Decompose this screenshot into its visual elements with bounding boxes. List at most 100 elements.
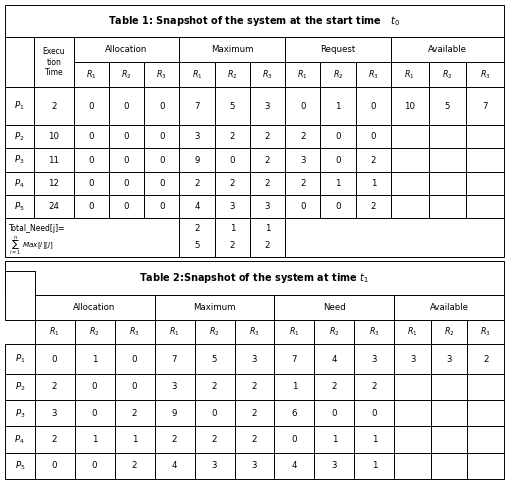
Text: Maximum: Maximum [193, 303, 236, 312]
Bar [391, 125, 429, 149]
Text: 4: 4 [332, 355, 337, 363]
Text: $R_3$: $R_3$ [262, 68, 273, 81]
Bar [115, 345, 155, 374]
Text: 1: 1 [230, 224, 235, 233]
Bar [144, 195, 180, 218]
Text: $P_1$: $P_1$ [14, 100, 25, 112]
Bar [34, 125, 74, 149]
Bar [391, 37, 504, 62]
Bar [144, 62, 180, 87]
Text: 0: 0 [92, 409, 97, 418]
Bar [285, 37, 391, 62]
Bar [235, 426, 274, 453]
Text: 3: 3 [230, 202, 235, 211]
Bar [74, 320, 115, 345]
Text: 0: 0 [159, 155, 164, 165]
Text: 2: 2 [371, 202, 376, 211]
Text: 0: 0 [89, 179, 94, 188]
Bar [315, 320, 354, 345]
Bar [466, 195, 504, 218]
Bar [5, 374, 35, 400]
Bar [180, 37, 285, 62]
Text: 2: 2 [132, 461, 137, 470]
Bar [34, 37, 74, 87]
Text: Available: Available [430, 303, 469, 312]
Text: $P_2$: $P_2$ [14, 131, 25, 143]
Text: 0: 0 [124, 202, 129, 211]
Bar [391, 149, 429, 172]
Text: 2: 2 [332, 382, 337, 392]
Text: $P_3$: $P_3$ [15, 407, 25, 420]
Text: 5: 5 [212, 355, 217, 363]
Text: 0: 0 [52, 355, 57, 363]
Bar [429, 87, 466, 125]
Text: $R_3$: $R_3$ [249, 326, 260, 338]
Bar [144, 172, 180, 195]
Text: $P_2$: $P_2$ [15, 381, 25, 393]
Text: 11: 11 [48, 155, 60, 165]
Bar [394, 345, 431, 374]
Text: 3: 3 [332, 461, 337, 470]
Bar [429, 172, 466, 195]
Text: 0: 0 [124, 133, 129, 141]
Bar [35, 295, 155, 320]
Bar [321, 195, 356, 218]
Text: Need: Need [323, 303, 346, 312]
Bar [285, 87, 321, 125]
Text: $R_1$: $R_1$ [289, 326, 300, 338]
Bar [109, 149, 144, 172]
Text: 1: 1 [92, 355, 97, 363]
Bar [235, 453, 274, 479]
Text: 2: 2 [212, 382, 217, 392]
Bar [194, 374, 235, 400]
Bar [356, 125, 391, 149]
Bar [250, 87, 285, 125]
Bar [215, 218, 250, 257]
Text: 24: 24 [48, 202, 60, 211]
Text: 6: 6 [292, 409, 297, 418]
Bar [321, 87, 356, 125]
Bar [431, 426, 467, 453]
Text: 0: 0 [124, 102, 129, 111]
Bar [180, 195, 215, 218]
Text: $R_2$: $R_2$ [333, 68, 344, 81]
Bar [5, 125, 34, 149]
Text: 12: 12 [48, 179, 60, 188]
Text: 3: 3 [446, 355, 452, 363]
Bar [354, 426, 394, 453]
Text: 1: 1 [335, 179, 341, 188]
Text: 3: 3 [252, 461, 257, 470]
Bar [285, 172, 321, 195]
Text: $P_4$: $P_4$ [14, 177, 25, 190]
Text: 5: 5 [445, 102, 450, 111]
Bar [155, 345, 194, 374]
Bar [431, 320, 467, 345]
Bar [180, 172, 215, 195]
Text: 0: 0 [300, 102, 305, 111]
Bar [5, 195, 34, 218]
Bar [194, 345, 235, 374]
Bar [180, 149, 215, 172]
Bar [315, 345, 354, 374]
Bar [394, 426, 431, 453]
Bar [5, 87, 34, 125]
Text: 2: 2 [230, 241, 235, 250]
Bar [354, 400, 394, 426]
Bar [431, 400, 467, 426]
Bar [109, 125, 144, 149]
Bar [5, 453, 35, 479]
Bar [115, 426, 155, 453]
Bar [285, 149, 321, 172]
Bar [74, 125, 109, 149]
Bar [466, 125, 504, 149]
Text: 1: 1 [92, 435, 97, 444]
Bar [274, 374, 315, 400]
Bar [391, 62, 429, 87]
Bar [180, 87, 215, 125]
Bar [74, 195, 109, 218]
Text: $R_3$: $R_3$ [156, 68, 167, 81]
Bar [250, 125, 285, 149]
Text: $R_1$: $R_1$ [49, 326, 60, 338]
Text: 0: 0 [332, 409, 337, 418]
Text: Available: Available [428, 45, 467, 54]
